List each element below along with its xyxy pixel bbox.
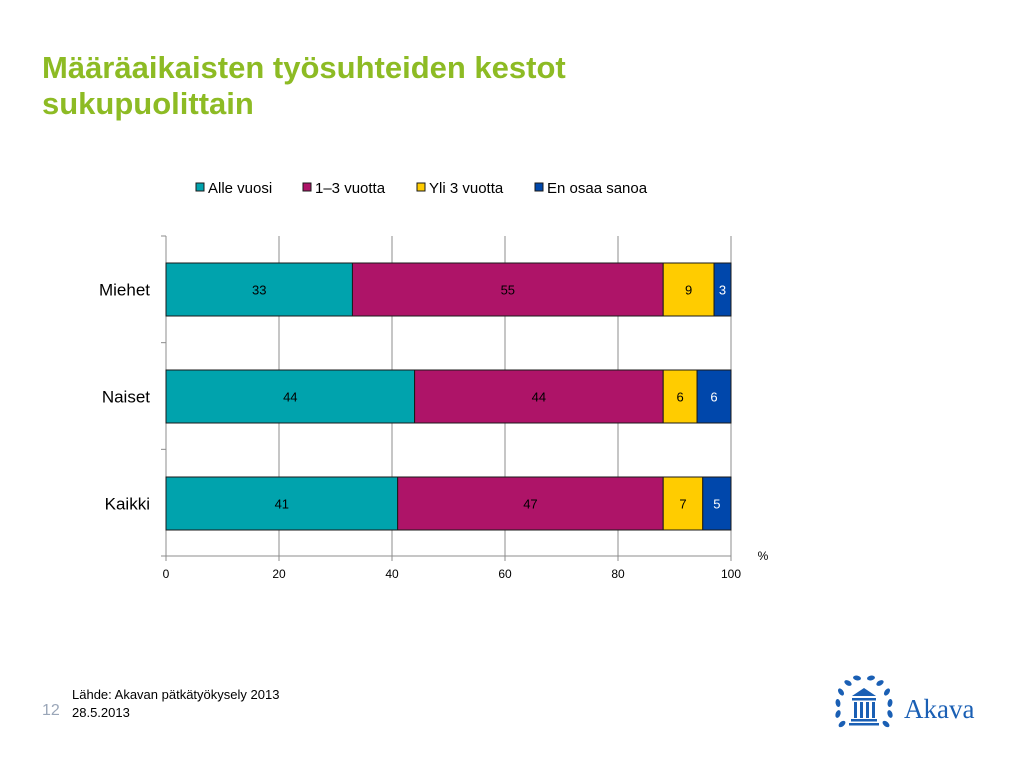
legend-swatch <box>416 182 426 192</box>
akava-logo: Akava <box>835 675 974 728</box>
slide-title: Määräaikaisten työsuhteiden kestot sukup… <box>42 50 742 122</box>
legend-label: 1–3 vuotta <box>315 180 386 197</box>
legend-swatch <box>534 182 544 192</box>
date-text: 28.5.2013 <box>72 705 130 720</box>
legend-swatch <box>195 182 205 192</box>
data-label: 6 <box>677 390 684 405</box>
bar-segment <box>351 262 664 317</box>
x-tick-label: 20 <box>272 567 286 581</box>
x-tick-label: 80 <box>611 567 625 581</box>
stacked-bar-chart: 0 20 40 60 80 100% Miehet 33 55 9 3 Naiset 44 44 6 6 Kai… <box>99 180 769 581</box>
category-label: Naiset <box>102 388 150 407</box>
data-label: 6 <box>710 390 717 405</box>
slide-title-line2: sukupuolittain <box>42 86 254 121</box>
laurel-emblem-icon <box>835 675 893 728</box>
bar-segment <box>662 369 698 424</box>
bar-segment <box>165 476 399 531</box>
x-tick-label: 100 <box>721 567 741 581</box>
data-label: 5 <box>713 497 720 512</box>
bar-segment <box>713 262 732 317</box>
data-label: 3 <box>719 283 726 298</box>
category-label: Miehet <box>99 281 150 300</box>
x-tick-label: 60 <box>498 567 512 581</box>
page-number: 12 <box>42 702 60 719</box>
source-text: Lähde: Akavan pätkätyökysely 2013 <box>72 687 280 702</box>
bar-segment <box>165 369 416 424</box>
x-unit-label: % <box>758 549 769 563</box>
bar-segment <box>662 262 715 317</box>
data-label: 47 <box>523 497 537 512</box>
source-note: Lähde: Akavan pätkätyökysely 2013 28.5.2… <box>72 686 279 722</box>
data-label: 9 <box>685 283 692 298</box>
bar-segment <box>165 262 353 317</box>
bar-segment <box>696 369 732 424</box>
data-label: 44 <box>283 390 297 405</box>
bar-segment <box>702 476 732 531</box>
legend-label: Alle vuosi <box>208 180 272 197</box>
x-tick-label: 40 <box>385 567 399 581</box>
x-tick-label: 0 <box>163 567 170 581</box>
category-label: Kaikki <box>105 495 150 514</box>
legend-swatch <box>302 182 312 192</box>
legend-label: En osaa sanoa <box>547 180 648 197</box>
legend-label: Yli 3 vuotta <box>429 180 504 197</box>
data-label: 55 <box>501 283 515 298</box>
data-label: 33 <box>252 283 266 298</box>
slide-title-line1: Määräaikaisten työsuhteiden kestot <box>42 50 566 85</box>
data-label: 44 <box>532 390 546 405</box>
bar-segment <box>662 476 704 531</box>
data-label: 7 <box>679 497 686 512</box>
data-label: 41 <box>275 497 289 512</box>
bar-segment <box>397 476 664 531</box>
logo-text: Akava <box>904 694 974 724</box>
